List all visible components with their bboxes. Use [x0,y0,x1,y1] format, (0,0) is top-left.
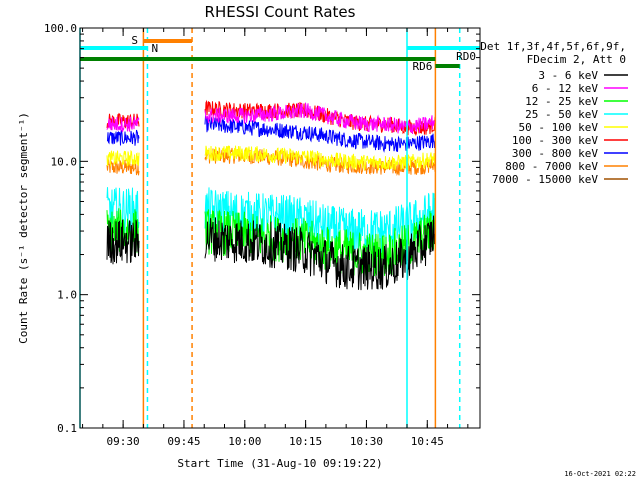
legend: Det 1f,3f,4f,5f,6f,9f,FDecim 2, Att 0 3 -… [480,40,628,186]
y-tick-label: 1.0 [57,289,77,302]
legend-header: FDecim 2, Att 0 [527,53,626,66]
legend-entry-label: 3 - 6 keV [538,69,598,82]
y-tick-label: 10.0 [51,155,78,168]
series-layer [106,99,436,291]
x-tick-label: 10:45 [411,435,444,448]
x-axis-label: Start Time (31-Aug-10 09:19:22) [177,457,382,470]
series-line [106,159,140,176]
x-tick-label: 10:15 [289,435,322,448]
footer-timestamp: 16-Oct-2021 02:22 [564,470,636,478]
flag-label: N [151,42,158,55]
series-line [106,129,140,146]
series-line [106,219,140,265]
legend-entry-label: 800 - 7000 keV [505,160,598,173]
x-tick-label: 09:30 [107,435,140,448]
y-axis-label: Count Rate (s⁻¹ detector segment⁻¹) [17,112,30,344]
plot-frame [79,27,481,429]
axis-layer: 0.1 1.0 10.0 100.0 09:30 09:45 10:00 10:15 10:30… [44,22,480,448]
series-line [204,115,436,153]
flag-label: RD0 [456,50,476,63]
flag-label: RD6 [413,60,433,73]
x-tick-label: 09:45 [167,435,200,448]
series-line [204,145,436,171]
chart-title: RHESSI Count Rates [205,3,356,21]
legend-entry-label: 12 - 25 keV [525,95,598,108]
series-line [204,102,436,135]
series-line [204,215,436,291]
series-line [106,149,140,167]
x-tick-label: 10:30 [350,435,383,448]
series-line [204,99,436,137]
flag-label: S [131,34,138,47]
flag-layer: SN RD0 RD6 [80,34,480,73]
legend-entry-label: 50 - 100 keV [519,121,599,134]
y-tick-label: 0.1 [57,422,77,435]
legend-entry-label: 300 - 800 keV [512,147,598,160]
y-tick-label: 100.0 [44,22,77,35]
x-tick-label: 10:00 [228,435,261,448]
legend-header: Det 1f,3f,4f,5f,6f,9f, [480,40,626,53]
series-line [204,187,436,254]
series-line [106,116,140,133]
legend-entry-label: 100 - 300 keV [512,134,598,147]
marker-layer [79,28,461,428]
legend-entry-label: 6 - 12 keV [532,82,599,95]
legend-entry-label: 25 - 50 keV [525,108,598,121]
legend-entry-label: 7000 - 15000 keV [492,173,598,186]
